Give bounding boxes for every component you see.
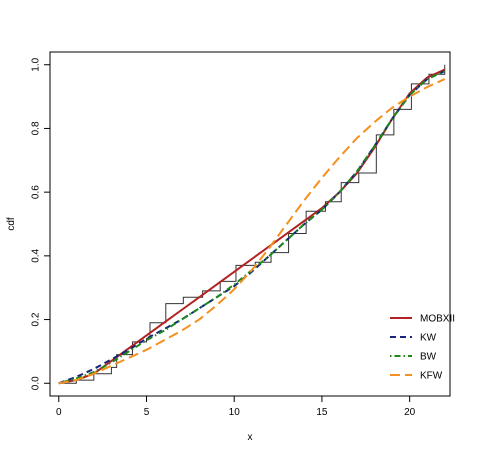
y-tick-label: 0.4 [31, 248, 42, 262]
legend-label-kw: KW [420, 333, 437, 344]
ecdf-step-line [58, 64, 446, 384]
x-tick-label: 20 [404, 407, 416, 418]
legend-label-mobxii: MOBXII [420, 314, 455, 325]
legend-label-kfw: KFW [420, 371, 443, 382]
y-tick-label: 1.0 [31, 57, 42, 71]
x-tick-label: 5 [144, 407, 150, 418]
y-tick-label: 0.2 [31, 312, 42, 326]
x-axis-label: x [248, 432, 253, 443]
y-tick-label: 0.6 [31, 185, 42, 199]
series-layer [58, 68, 446, 385]
x-tick-label: 10 [229, 407, 241, 418]
empirical-cdf [58, 64, 446, 384]
legend: MOBXII KW BW KFW [390, 314, 455, 382]
plot-frame [49, 51, 451, 397]
y-tick-label: 0.8 [31, 121, 42, 135]
legend-label-bw: BW [420, 352, 437, 363]
x-axis: 0 5 10 15 20 [56, 396, 416, 418]
x-tick-label: 15 [316, 407, 328, 418]
y-tick-label: 0.0 [31, 376, 42, 390]
y-axis-label: cdf [6, 217, 17, 231]
y-axis: 0.0 0.2 0.4 0.6 0.8 1.0 [31, 57, 50, 390]
x-tick-label: 0 [56, 407, 62, 418]
series-line-kfw [58, 78, 446, 385]
